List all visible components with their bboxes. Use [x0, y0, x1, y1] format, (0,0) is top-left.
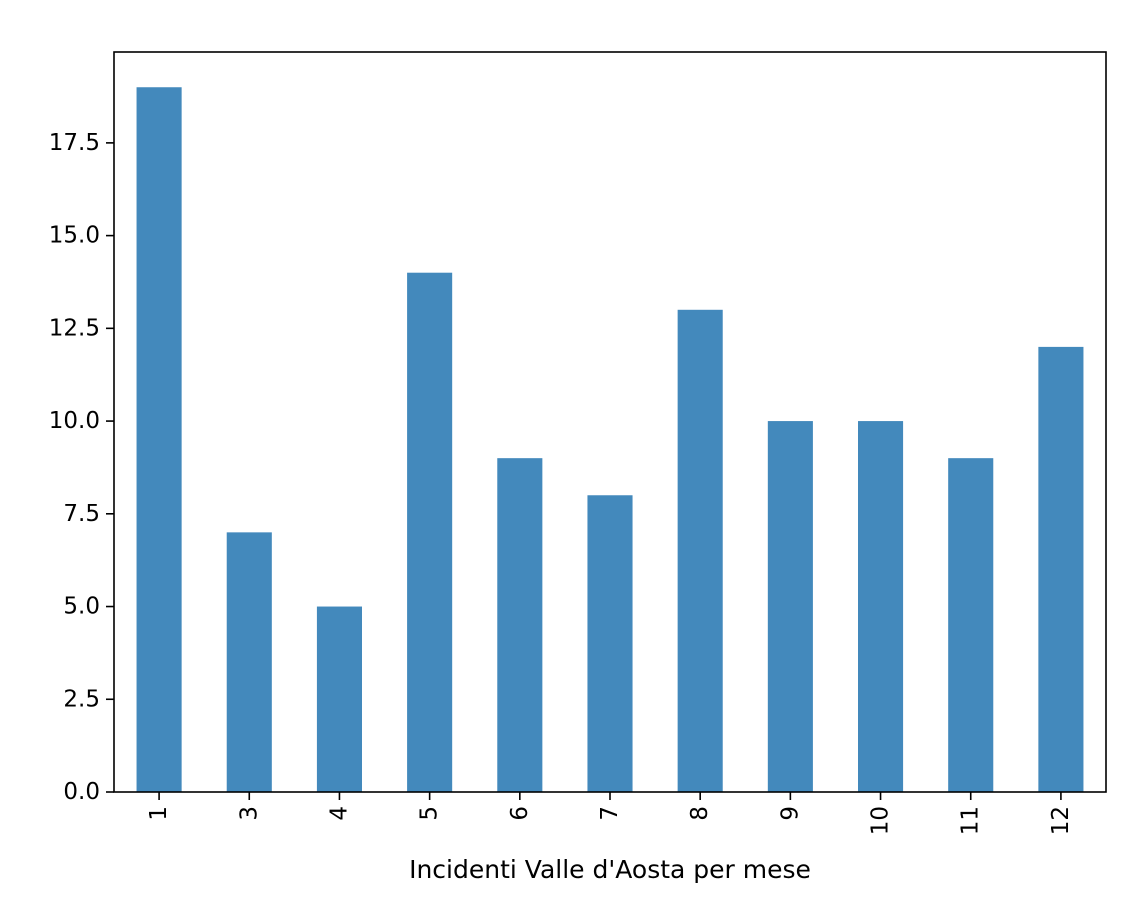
y-tick-label: 10.0 — [49, 408, 100, 434]
bar-3 — [226, 532, 272, 792]
x-axis-label: Incidenti Valle d'Aosta per mese — [409, 855, 811, 884]
x-tick-label: 7 — [597, 806, 623, 821]
bar-9 — [767, 421, 813, 792]
bars-group — [136, 87, 1084, 792]
y-axis: 0.0 2.5 5.0 7.5 10.0 12.5 15.0 17.5 — [49, 130, 114, 805]
x-tick-label: 3 — [236, 806, 262, 821]
x-tick-label: 12 — [1048, 806, 1074, 835]
x-tick-label: 4 — [326, 806, 352, 821]
x-tick-label: 11 — [958, 806, 984, 835]
x-tick-label: 8 — [687, 806, 713, 821]
bar-8 — [677, 309, 723, 792]
bar-5 — [407, 272, 453, 792]
y-tick-label: 12.5 — [49, 315, 100, 341]
y-tick-label: 5.0 — [63, 594, 100, 620]
x-tick-label: 6 — [507, 806, 533, 821]
bar-10 — [858, 421, 904, 792]
x-tick-label: 5 — [417, 806, 443, 821]
x-tick-label: 10 — [868, 806, 894, 835]
bar-12 — [1038, 346, 1084, 792]
y-tick-label: 7.5 — [63, 501, 100, 527]
x-axis: 1 3 4 5 6 7 8 9 10 11 12 — [146, 792, 1074, 835]
x-tick-label: 9 — [777, 806, 803, 821]
y-tick-label: 2.5 — [63, 686, 100, 712]
y-tick-label: 15.0 — [49, 223, 100, 249]
plot-frame — [113, 51, 1107, 793]
x-tick-label: 1 — [146, 806, 172, 821]
bar-1 — [136, 87, 182, 792]
bar-11 — [948, 458, 994, 792]
bar-4 — [316, 606, 362, 792]
y-tick-label: 0.0 — [63, 779, 100, 805]
bar-6 — [497, 458, 543, 792]
bar-7 — [587, 495, 633, 792]
y-tick-label: 17.5 — [49, 130, 100, 156]
